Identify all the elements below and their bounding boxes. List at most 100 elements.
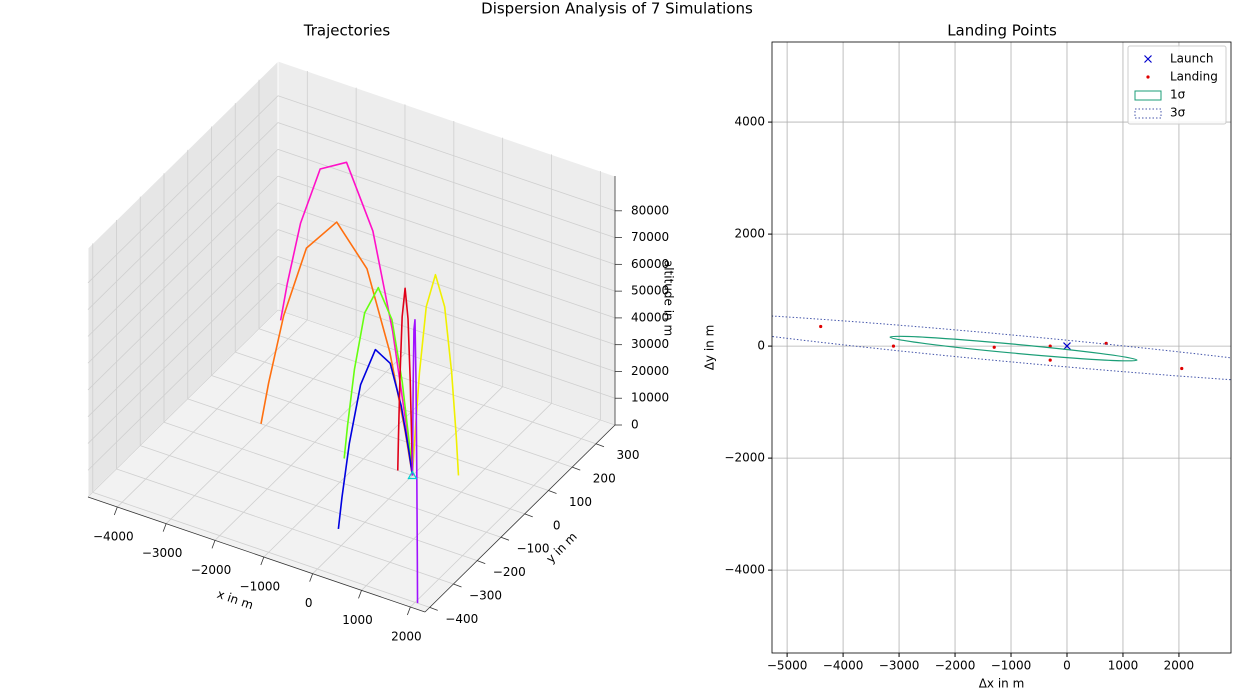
x-tick-label: 2000 xyxy=(1164,659,1195,673)
grid-line xyxy=(277,175,616,292)
x-axis-label: Δx in m xyxy=(979,677,1025,691)
grid-line xyxy=(211,375,549,491)
x-tick-label: −3000 xyxy=(879,659,920,673)
grid-line xyxy=(277,282,616,399)
z-tick-label: 0 xyxy=(631,418,639,432)
z-tick-label: 20000 xyxy=(631,364,669,378)
z-tick-label: 40000 xyxy=(631,310,669,324)
z-tick-label: 10000 xyxy=(631,391,669,405)
chart-title: Trajectories xyxy=(303,22,391,40)
grid-line xyxy=(263,369,455,558)
grid-line xyxy=(87,229,279,417)
x-tick-label: −2000 xyxy=(935,659,976,673)
x-tick-label: −5000 xyxy=(767,659,808,673)
z-tick-label: 70000 xyxy=(631,230,669,244)
legend-box xyxy=(1127,45,1227,125)
y-tick-label: 200 xyxy=(593,472,616,486)
trajectory xyxy=(337,348,414,530)
sigma-ellipse xyxy=(889,335,1138,362)
legend-label: 1σ xyxy=(1170,88,1186,102)
legend-marker xyxy=(1144,55,1152,63)
grid-line xyxy=(277,95,616,212)
legend-label: Landing xyxy=(1170,70,1218,84)
x-axis xyxy=(87,496,426,613)
x-tick-label: 0 xyxy=(305,596,313,610)
grid-line xyxy=(277,122,616,238)
y-tick-label: 2000 xyxy=(734,227,765,241)
grid-line xyxy=(116,468,454,585)
x-tick xyxy=(211,540,216,549)
grid-line xyxy=(410,419,601,608)
grid-line xyxy=(361,403,552,591)
z-tick-label: 60000 xyxy=(631,257,669,271)
x-tick-label: 1000 xyxy=(342,613,373,627)
trajectory xyxy=(411,318,419,604)
grid-line xyxy=(312,386,503,574)
grid-line xyxy=(87,95,279,284)
y-tick-label: −100 xyxy=(517,542,550,556)
grid-line xyxy=(92,491,430,608)
y-tick-label: 0 xyxy=(553,518,561,532)
x-tick-label: −1000 xyxy=(991,659,1032,673)
x-tick-label: 0 xyxy=(1063,659,1071,673)
trajectory xyxy=(279,161,414,476)
y-tick-label: −300 xyxy=(469,588,502,602)
x-tick-label: 2000 xyxy=(391,630,422,644)
grid-line xyxy=(187,398,525,515)
launch-marker xyxy=(407,470,418,480)
z-tick-label: 50000 xyxy=(631,284,669,298)
x-tick-label: −2000 xyxy=(191,563,232,577)
legend-marker xyxy=(1134,90,1162,101)
x-tick xyxy=(113,506,118,516)
plot-frame xyxy=(771,41,1232,654)
grid-line xyxy=(277,229,616,346)
y-tick-label: −400 xyxy=(445,612,478,626)
y-axis-label: Δy in m xyxy=(703,325,717,371)
plot-area xyxy=(772,311,1231,386)
grid-line xyxy=(87,282,279,471)
y-tick xyxy=(595,443,605,448)
figure-title: Dispersion Analysis of 7 Simulations xyxy=(481,0,753,18)
landing-point xyxy=(1048,344,1052,348)
grid-line xyxy=(214,353,406,541)
y-axis xyxy=(424,424,616,613)
y-tick xyxy=(453,583,462,588)
y-tick-label: −2000 xyxy=(724,451,765,465)
y-tick xyxy=(572,466,581,471)
grid-line xyxy=(277,202,616,319)
landing-point xyxy=(1048,358,1052,362)
y-tick xyxy=(524,513,533,518)
y-tick xyxy=(477,560,486,564)
legend-label: 3σ xyxy=(1170,106,1186,120)
trajectory xyxy=(343,286,414,476)
landing-point xyxy=(819,324,823,329)
x-tick xyxy=(358,590,362,599)
trajectory xyxy=(396,287,414,476)
grid-line xyxy=(87,309,279,498)
y-tick-label: −200 xyxy=(493,565,526,579)
chart-title: Landing Points xyxy=(947,22,1057,40)
y-tick xyxy=(429,606,438,611)
grid-line xyxy=(277,256,616,372)
y-tick-label: 4000 xyxy=(734,115,765,129)
landing-point xyxy=(992,345,996,349)
grid-line xyxy=(87,175,279,364)
x-tick-label: −4000 xyxy=(823,659,864,673)
y-tick-label: 100 xyxy=(569,495,592,509)
x-tick-label: −3000 xyxy=(142,546,183,560)
grid-line xyxy=(258,328,597,445)
x-tick-label: −1000 xyxy=(240,580,281,594)
grid-line xyxy=(277,148,616,265)
y-tick-label: 0 xyxy=(757,339,765,353)
grid-line xyxy=(163,421,502,538)
legend-label: Launch xyxy=(1170,52,1213,66)
grid-line xyxy=(140,445,478,561)
x-tick-label: 1000 xyxy=(1108,659,1139,673)
x-tick xyxy=(406,606,411,616)
y-tick xyxy=(548,490,557,494)
y-tick-label: −4000 xyxy=(724,563,765,577)
y-tick xyxy=(500,536,510,541)
z-tick-label: 80000 xyxy=(631,203,669,217)
x-tick xyxy=(162,523,167,532)
